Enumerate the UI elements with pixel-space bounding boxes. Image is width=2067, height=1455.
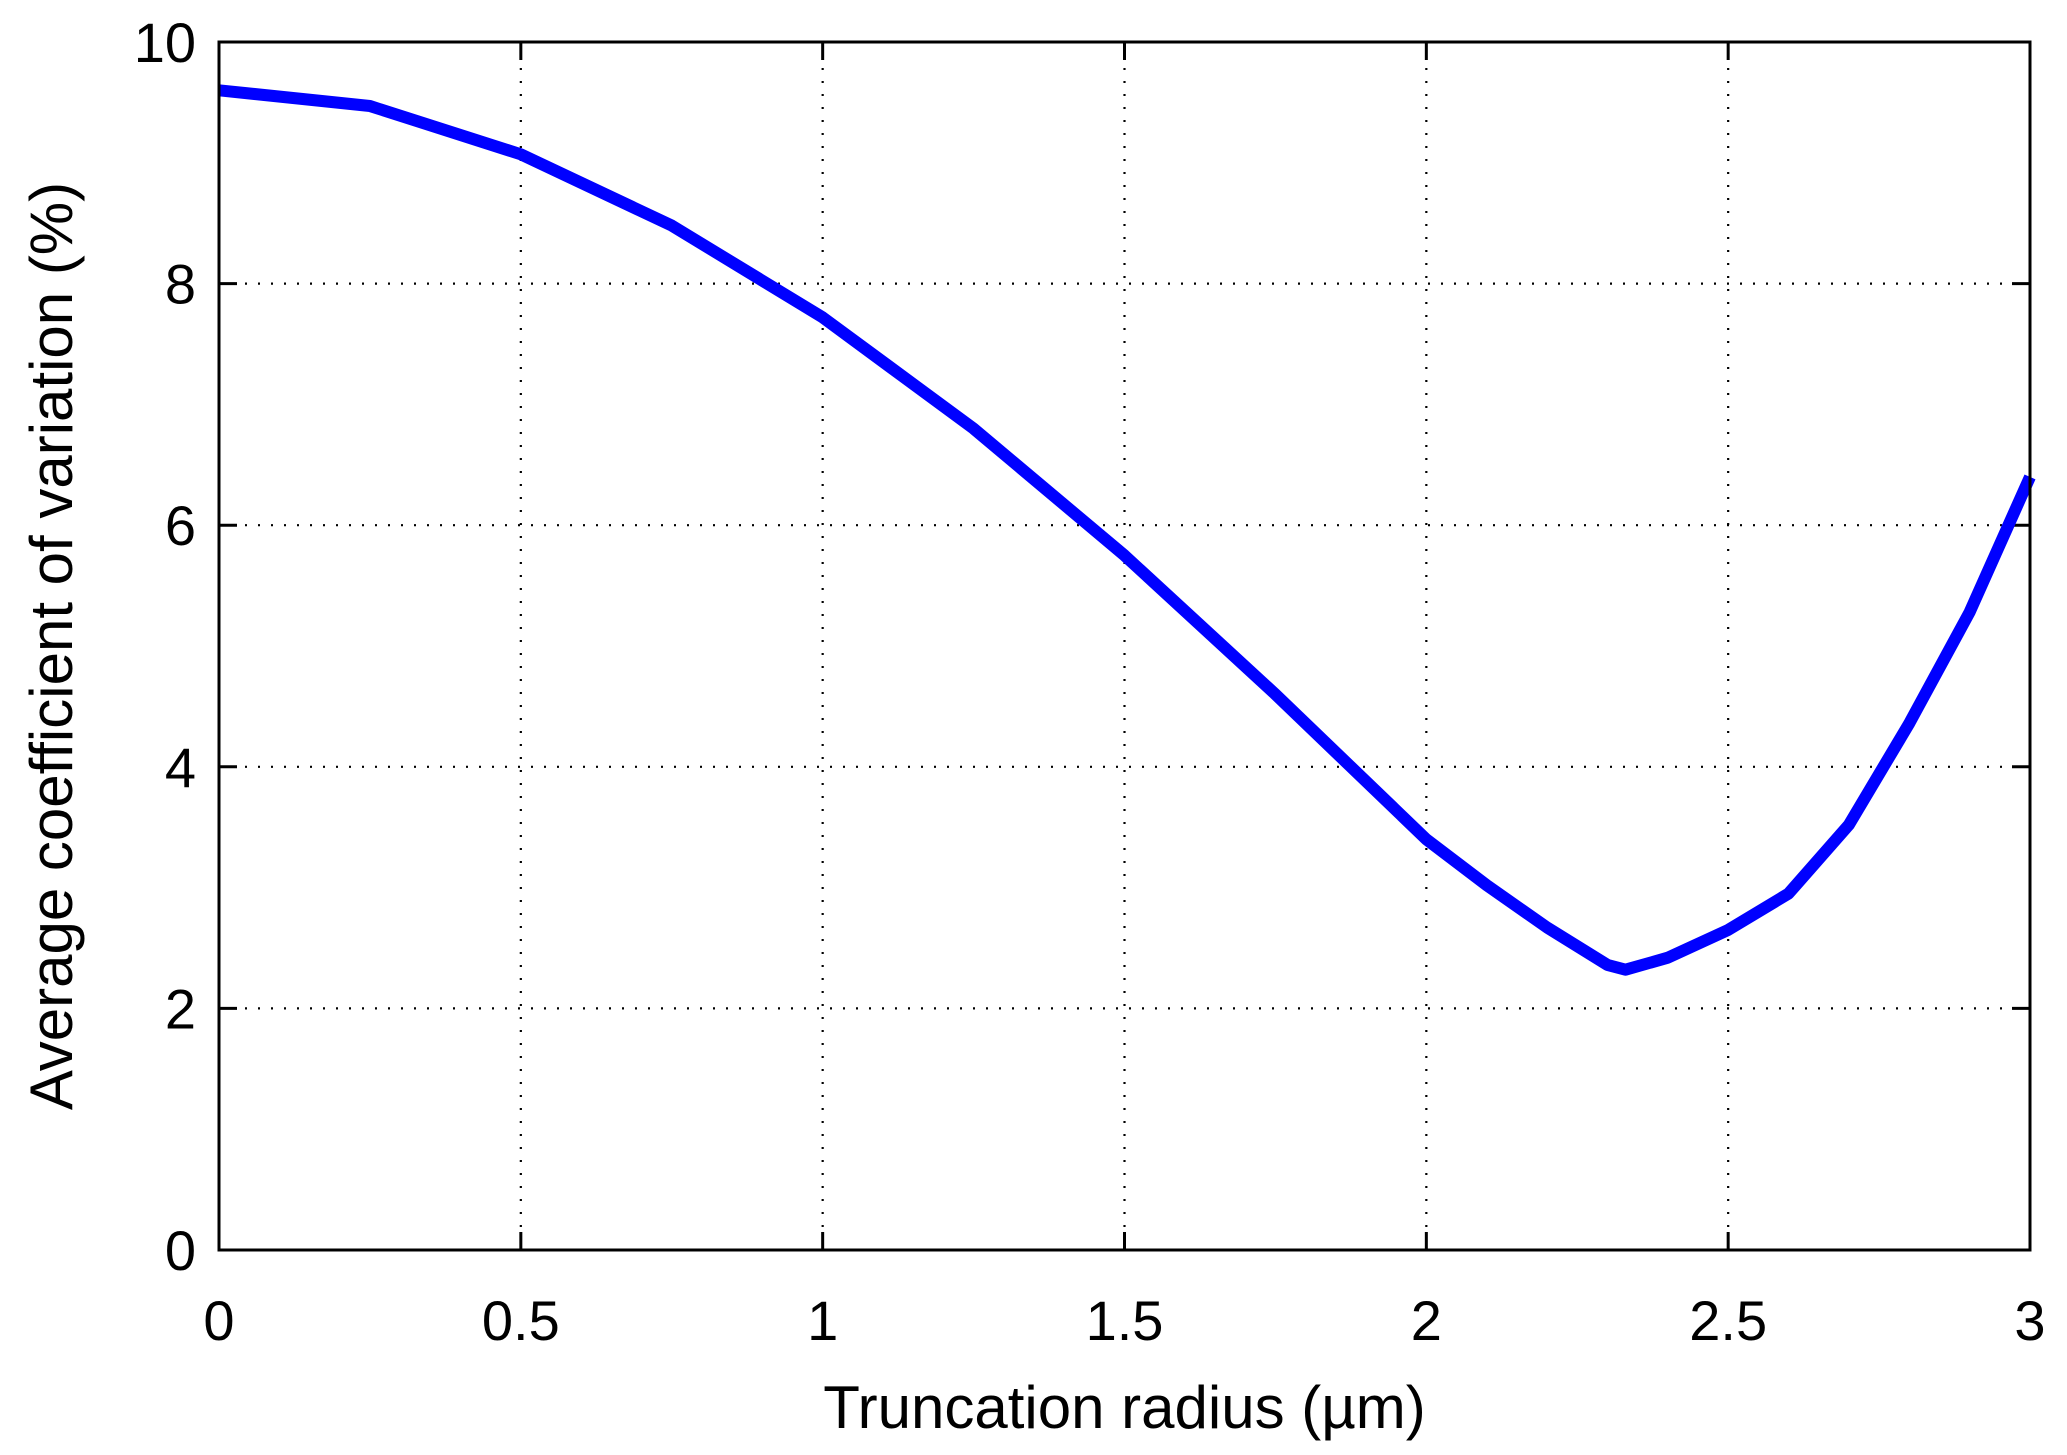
x-tick-label: 1.5 — [1086, 1289, 1164, 1352]
series-group — [218, 84, 2036, 976]
y-tick-label: 0 — [165, 1219, 196, 1282]
grid-lines — [219, 42, 2030, 1250]
y-tick-label: 6 — [165, 494, 196, 557]
y-tick-label: 8 — [165, 253, 196, 316]
x-tick-labels: 0 0.5 1 1.5 2 2.5 3 — [203, 1289, 2045, 1352]
plot-frame — [217, 40, 2032, 1252]
x-tick-label: 2.5 — [1689, 1289, 1767, 1352]
y-tick-label: 10 — [134, 11, 196, 74]
x-tick-label: 0 — [203, 1289, 234, 1352]
x-tick-label: 2 — [1411, 1289, 1442, 1352]
y-tick-labels: 0 2 4 6 8 10 — [134, 11, 196, 1282]
y-tick-label: 4 — [165, 736, 196, 799]
x-tick-label: 0.5 — [482, 1289, 560, 1352]
series-line-0 — [218, 84, 2036, 976]
y-axis-label: Average coefficient of variation (%) — [18, 182, 85, 1110]
y-tick-label: 2 — [165, 977, 196, 1040]
x-tick-label: 1 — [807, 1289, 838, 1352]
x-tick-label: 3 — [2014, 1289, 2045, 1352]
x-axis-label: Truncation radius (µm) — [823, 1374, 1426, 1441]
